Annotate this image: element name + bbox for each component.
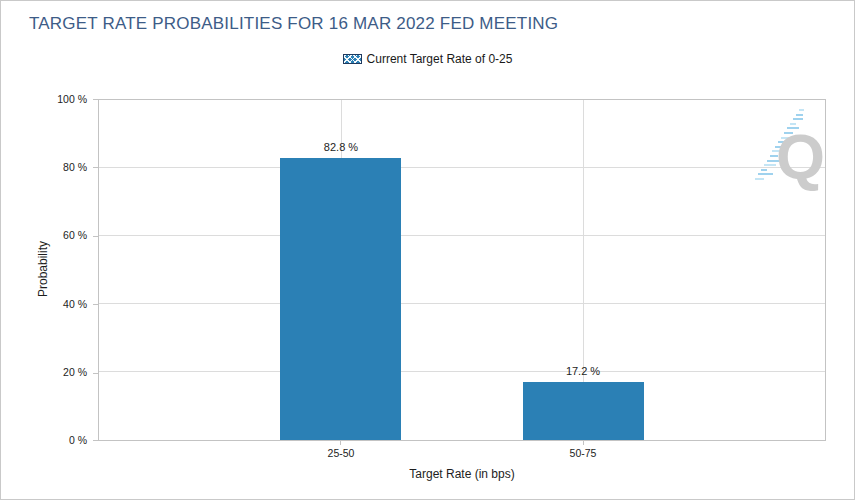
y-tick-20: 20 % [63,366,87,379]
y-tick-100: 100 % [57,93,87,106]
y-tick-mark [93,373,98,374]
legend-swatch-icon [343,54,362,64]
gridline-60pct [99,235,825,236]
y-tick-0: 0 % [69,434,87,447]
x-tick-mark [583,441,584,445]
gridline-80pct [99,167,825,168]
gridline-40pct [99,303,825,304]
chart-title: TARGET RATE PROBABILITIES FOR 16 MAR 202… [29,14,558,34]
y-tick-mark [93,99,98,100]
bar-25-50 [280,158,401,440]
y-tick-mark [93,440,98,441]
y-tick-40: 40 % [63,298,87,311]
y-tick-mark [93,236,98,237]
y-axis-title: Probability [36,241,50,297]
bar-50-75 [523,382,644,440]
y-tick-80: 80 % [63,161,87,174]
chart-frame: TARGET RATE PROBABILITIES FOR 16 MAR 202… [0,0,855,500]
legend-label: Current Target Rate of 0-25 [367,52,513,66]
legend: Current Target Rate of 0-25 [1,52,854,66]
bar-value-label-50-75: 17.2 % [566,365,600,377]
x-tick-label-50-75: 50-75 [570,447,597,459]
y-tick-mark [93,167,98,168]
plot-area: 82.8 % 17.2 % [98,99,826,441]
bar-value-label-25-50: 82.8 % [324,141,358,153]
y-tick-60: 60 % [63,229,87,242]
gridline-20pct [99,371,825,372]
x-tick-mark [340,441,341,445]
x-tick-label-25-50: 25-50 [328,447,355,459]
x-axis-title: Target Rate (in bps) [409,467,514,481]
y-tick-mark [93,304,98,305]
